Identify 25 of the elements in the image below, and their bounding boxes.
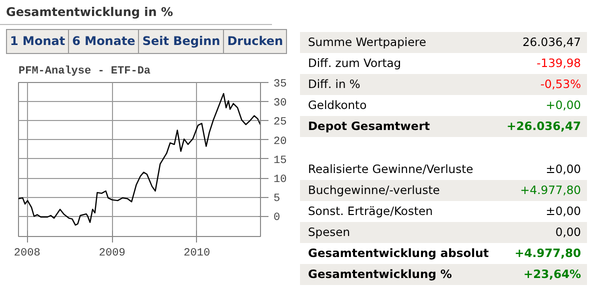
x-tick-label: 2008 [14, 248, 40, 260]
x-tick-label: 2010 [184, 248, 210, 260]
y-tick-label: 10 [274, 174, 287, 186]
table-row: Gesamtentwicklung % +23,64% [300, 264, 587, 285]
text: 1 Monat [6, 29, 70, 54]
y-tick-label: 5 [274, 193, 280, 206]
y-tick-label: 25 [274, 116, 287, 129]
table-row: Buchgewinne/-verluste +4.977,80 [300, 180, 587, 201]
y-tick-label: 30 [274, 98, 287, 110]
x-tick-label: 2009 [98, 248, 126, 260]
table-row: Gesamtentwicklung absolut +4.977,80 [300, 243, 587, 264]
table-row: Spesen 0,00 [300, 222, 587, 243]
table-row: Sonst. Erträge/Kosten ±0,00 [300, 201, 587, 222]
line-series [18, 92, 260, 226]
y-tick-label: 0 [274, 212, 280, 224]
text: Seit Beginn [138, 29, 224, 54]
text: Drucken [223, 29, 288, 54]
y-tick-label: 15 [274, 154, 287, 167]
table-row: Diff. zum Vortag -139,98 [300, 53, 587, 74]
chart-title: PFM-Analyse - ETF-Da [18, 66, 151, 78]
y-tick-label: 35 [274, 78, 287, 90]
table-row: Geldkonto +0,00 [300, 95, 587, 116]
text: 6 Monate [68, 29, 140, 54]
y-tick-label: 20 [274, 136, 287, 148]
text: Gesamtentwicklung in % [0, 0, 272, 26]
